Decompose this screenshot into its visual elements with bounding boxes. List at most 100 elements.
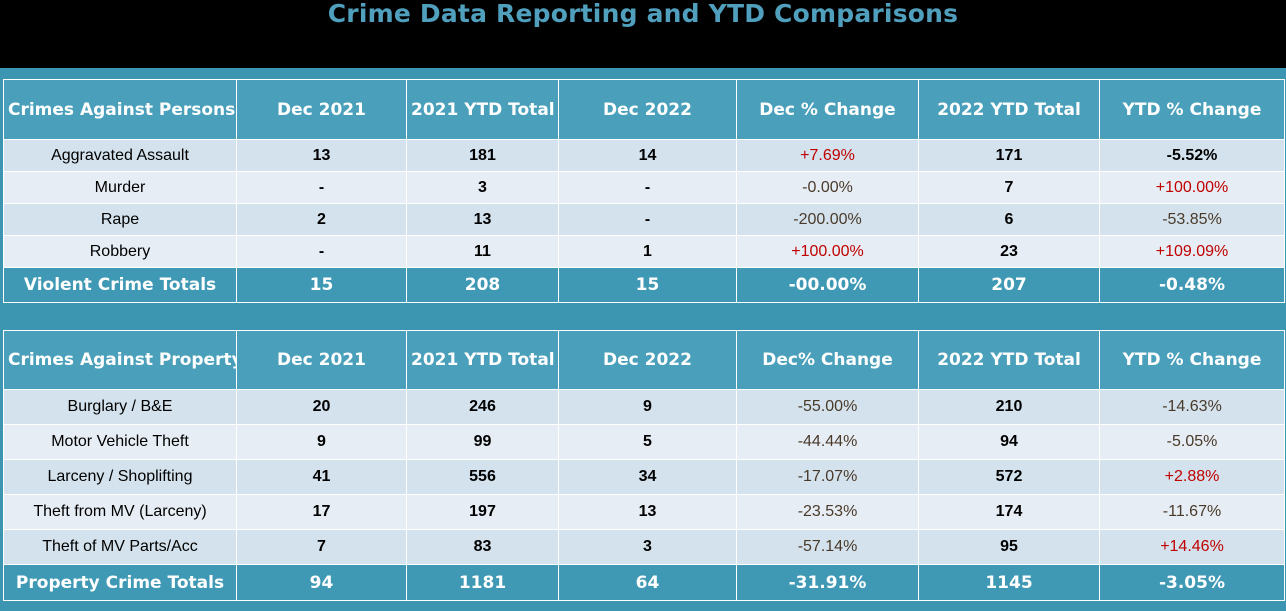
dec-2022-total: 15: [558, 267, 737, 303]
crime-name: Aggravated Assault: [3, 139, 237, 172]
ytd-2022-value: 94: [918, 424, 1100, 460]
crime-name: Rape: [3, 203, 237, 236]
ytd-2021-total: 208: [406, 267, 559, 303]
ytd-change-total: -0.48%: [1099, 267, 1285, 303]
dec-change-value: -57.14%: [736, 529, 919, 565]
dec-change-value: -200.00%: [736, 203, 919, 236]
totals-label: Property Crime Totals: [3, 564, 237, 601]
table-row: Rape 2 13 - -200.00% 6 -53.85%: [3, 203, 1285, 236]
ytd-change-value: -5.52%: [1099, 139, 1285, 172]
ytd-2021-value: 197: [406, 494, 559, 530]
ytd-2022-value: 171: [918, 139, 1100, 172]
dec-2021-total: 15: [236, 267, 407, 303]
ytd-change-value: +100.00%: [1099, 171, 1285, 204]
ytd-change-total: -3.05%: [1099, 564, 1285, 601]
crime-name: Motor Vehicle Theft: [3, 424, 237, 460]
header-dec-2022: Dec 2022: [558, 330, 737, 390]
table-row: Motor Vehicle Theft 9 99 5 -44.44% 94 -5…: [3, 424, 1285, 460]
persons-header-row: Crimes Against Persons Dec 2021 2021 YTD…: [3, 79, 1285, 140]
header-ytd-change: YTD % Change: [1099, 79, 1285, 140]
header-dec-2022: Dec 2022: [558, 79, 737, 140]
header-category: Crimes Against Property: [3, 330, 237, 390]
totals-row: Violent Crime Totals 15 208 15 -00.00% 2…: [3, 267, 1285, 303]
header-ytd-2021: 2021 YTD Total: [406, 330, 559, 390]
dec-2021-value: 2: [236, 203, 407, 236]
dec-2021-value: 41: [236, 459, 407, 495]
dec-2021-value: 9: [236, 424, 407, 460]
dec-change-total: -31.91%: [736, 564, 919, 601]
header-ytd-change: YTD % Change: [1099, 330, 1285, 390]
table-row: Murder - 3 - -0.00% 7 +100.00%: [3, 171, 1285, 204]
property-header-row: Crimes Against Property Dec 2021 2021 YT…: [3, 330, 1285, 390]
crime-name: Theft of MV Parts/Acc: [3, 529, 237, 565]
crime-name: Larceny / Shoplifting: [3, 459, 237, 495]
table-row: Burglary / B&E 20 246 9 -55.00% 210 -14.…: [3, 389, 1285, 425]
header-ytd-2022: 2022 YTD Total: [918, 79, 1100, 140]
table-row: Theft of MV Parts/Acc 7 83 3 -57.14% 95 …: [3, 529, 1285, 565]
header-dec-2021: Dec 2021: [236, 79, 407, 140]
dec-2021-value: 20: [236, 389, 407, 425]
ytd-2021-value: 556: [406, 459, 559, 495]
dec-2022-value: 3: [558, 529, 737, 565]
ytd-2021-total: 1181: [406, 564, 559, 601]
ytd-change-value: +14.46%: [1099, 529, 1285, 565]
ytd-2022-value: 23: [918, 235, 1100, 268]
dec-2022-value: 5: [558, 424, 737, 460]
header-ytd-2021: 2021 YTD Total: [406, 79, 559, 140]
ytd-2022-total: 1145: [918, 564, 1100, 601]
table-row: Theft from MV (Larceny) 17 197 13 -23.53…: [3, 494, 1285, 530]
ytd-2022-value: 7: [918, 171, 1100, 204]
dec-2022-value: 13: [558, 494, 737, 530]
ytd-2022-value: 572: [918, 459, 1100, 495]
ytd-2021-value: 13: [406, 203, 559, 236]
dec-2021-value: -: [236, 235, 407, 268]
dec-2021-value: 17: [236, 494, 407, 530]
ytd-2021-value: 181: [406, 139, 559, 172]
dec-change-value: -55.00%: [736, 389, 919, 425]
dec-2022-value: 9: [558, 389, 737, 425]
table-row: Larceny / Shoplifting 41 556 34 -17.07% …: [3, 459, 1285, 495]
dec-2021-value: 7: [236, 529, 407, 565]
dec-2022-value: -: [558, 171, 737, 204]
dec-2022-total: 64: [558, 564, 737, 601]
header-dec-change: Dec% Change: [736, 330, 919, 390]
header-category: Crimes Against Persons: [3, 79, 237, 140]
ytd-2022-value: 6: [918, 203, 1100, 236]
dec-2021-value: 13: [236, 139, 407, 172]
crime-name: Robbery: [3, 235, 237, 268]
dec-2022-value: 14: [558, 139, 737, 172]
report-panel: Crimes Against Persons Dec 2021 2021 YTD…: [0, 68, 1286, 611]
dec-2022-value: 34: [558, 459, 737, 495]
ytd-2022-value: 210: [918, 389, 1100, 425]
ytd-2021-value: 83: [406, 529, 559, 565]
property-table: Crimes Against Property Dec 2021 2021 YT…: [3, 330, 1285, 601]
dec-2021-total: 94: [236, 564, 407, 601]
dec-change-total: -00.00%: [736, 267, 919, 303]
header-dec-change: Dec % Change: [736, 79, 919, 140]
dec-change-value: +100.00%: [736, 235, 919, 268]
dec-2022-value: 1: [558, 235, 737, 268]
crime-name: Murder: [3, 171, 237, 204]
page-title: Crime Data Reporting and YTD Comparisons: [327, 0, 959, 28]
ytd-2022-value: 95: [918, 529, 1100, 565]
crime-name: Burglary / B&E: [3, 389, 237, 425]
dec-change-value: -23.53%: [736, 494, 919, 530]
persons-table: Crimes Against Persons Dec 2021 2021 YTD…: [3, 79, 1285, 303]
dec-change-value: +7.69%: [736, 139, 919, 172]
ytd-2022-value: 174: [918, 494, 1100, 530]
dec-change-value: -0.00%: [736, 171, 919, 204]
ytd-2021-value: 246: [406, 389, 559, 425]
dec-change-value: -44.44%: [736, 424, 919, 460]
ytd-2021-value: 11: [406, 235, 559, 268]
dec-change-value: -17.07%: [736, 459, 919, 495]
ytd-change-value: +109.09%: [1099, 235, 1285, 268]
ytd-2021-value: 99: [406, 424, 559, 460]
header-dec-2021: Dec 2021: [236, 330, 407, 390]
header-ytd-2022: 2022 YTD Total: [918, 330, 1100, 390]
ytd-2021-value: 3: [406, 171, 559, 204]
ytd-change-value: -11.67%: [1099, 494, 1285, 530]
table-row: Aggravated Assault 13 181 14 +7.69% 171 …: [3, 139, 1285, 172]
ytd-change-value: +2.88%: [1099, 459, 1285, 495]
crime-name: Theft from MV (Larceny): [3, 494, 237, 530]
ytd-change-value: -14.63%: [1099, 389, 1285, 425]
